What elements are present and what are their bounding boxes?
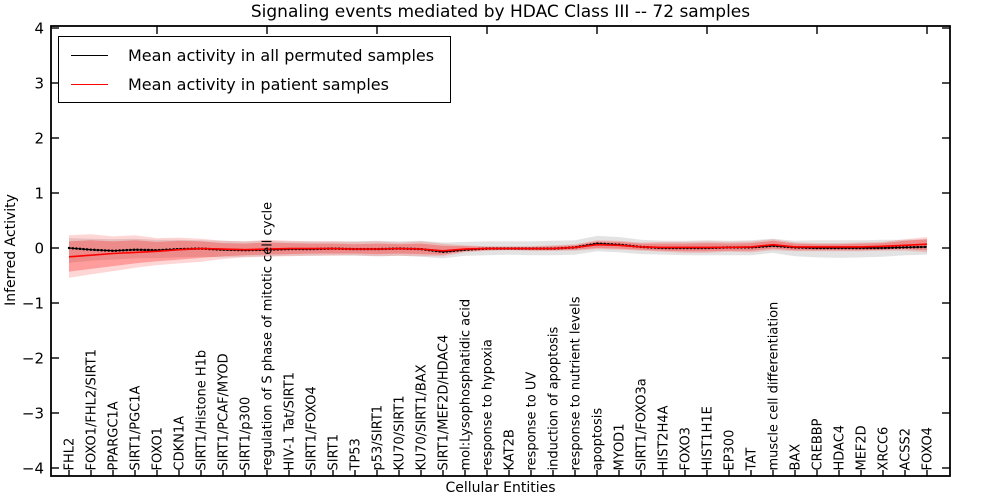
y-tick-label: −1 (22, 294, 44, 312)
category-label: FOXO3 (678, 427, 693, 470)
category-label: mol:Lysophosphatidic acid (458, 299, 473, 471)
legend-label-permuted-samples: Mean activity in all permuted samples (128, 45, 435, 65)
category-label: SIRT1/Histone H1b (194, 350, 209, 471)
legend-label-patient-samples: Mean activity in patient samples (128, 74, 389, 94)
category-label: KAT2B (502, 429, 517, 470)
category-label: PPARGC1A (106, 401, 121, 470)
category-label: muscle cell differentiation (766, 302, 781, 471)
category-label: SIRT1/PCAF/MYOD (216, 353, 231, 470)
category-label: SIRT1 (326, 434, 341, 470)
y-axis-label: Inferred Activity (3, 194, 19, 306)
legend: Mean activity in all permuted samples Me… (58, 36, 452, 103)
category-label: SIRT1/FOXO3a (634, 378, 649, 470)
y-tick-label: 4 (34, 19, 44, 37)
category-label: CDKN1A (172, 416, 187, 471)
category-label: SIRT1/FOXO4 (304, 386, 319, 470)
legend-item-permuted-samples: Mean activity in all permuted samples (71, 43, 434, 67)
category-label: HDAC4 (832, 425, 847, 471)
y-tick-label: 0 (34, 239, 44, 257)
category-label: HIST1H1E (700, 406, 715, 470)
category-label: response to nutrient levels (568, 296, 583, 470)
y-tick-label: 3 (34, 74, 44, 92)
category-label: MEF2D (854, 425, 869, 470)
legend-line-sample-red (71, 83, 108, 85)
y-tick-label: −2 (22, 349, 44, 367)
category-label: CREBBP (810, 418, 825, 470)
category-label: FOXO1 (150, 427, 165, 470)
patient-samples-outer-spread-band (69, 234, 927, 278)
legend-line-sample-black (71, 54, 108, 56)
category-label: EP300 (722, 430, 737, 471)
category-label: TAT (744, 448, 759, 472)
patient-mean-line (68, 243, 928, 258)
category-label: SIRT1/PGC1A (128, 385, 143, 470)
category-label: regulation of S phase of mitotic cell cy… (260, 202, 275, 471)
y-tick-label: −4 (22, 459, 44, 477)
category-label: KU70/SIRT1 (392, 396, 407, 471)
category-label: ACSS2 (898, 428, 913, 471)
category-label: HIST2H4A (656, 405, 671, 470)
category-label: XRCC6 (876, 427, 891, 471)
category-label: response to hypoxia (480, 339, 495, 470)
chart-title: Signaling events mediated by HDAC Class … (250, 2, 751, 22)
category-label: KU70/SIRT1/BAX (414, 364, 429, 470)
category-label: TP53 (348, 438, 363, 471)
y-tick-label: 2 (34, 129, 44, 147)
x-axis-label: Cellular Entities (445, 480, 556, 496)
axes-frame (50, 25, 951, 477)
category-label: induction of apoptosis (546, 326, 561, 470)
category-label: FOXO4 (920, 427, 935, 470)
legend-item-patient-samples: Mean activity in patient samples (71, 72, 434, 96)
category-label: response to UV (524, 372, 539, 471)
category-label: HIV-1 Tat/SIRT1 (282, 372, 297, 470)
category-label: MYOD1 (612, 424, 627, 471)
category-label: BAX (788, 444, 803, 471)
category-label: SIRT1/MEF2D/HDAC4 (436, 335, 451, 471)
y-tick-label: 1 (34, 184, 44, 202)
y-tick-label: −3 (22, 404, 44, 422)
category-label: apoptosis (590, 408, 605, 471)
category-label: FOXO1/FHL2/SIRT1 (84, 349, 99, 470)
category-label: SIRT1/p300 (238, 397, 253, 471)
category-label: p53/SIRT1 (370, 405, 385, 471)
category-label: FHL2 (62, 438, 77, 471)
